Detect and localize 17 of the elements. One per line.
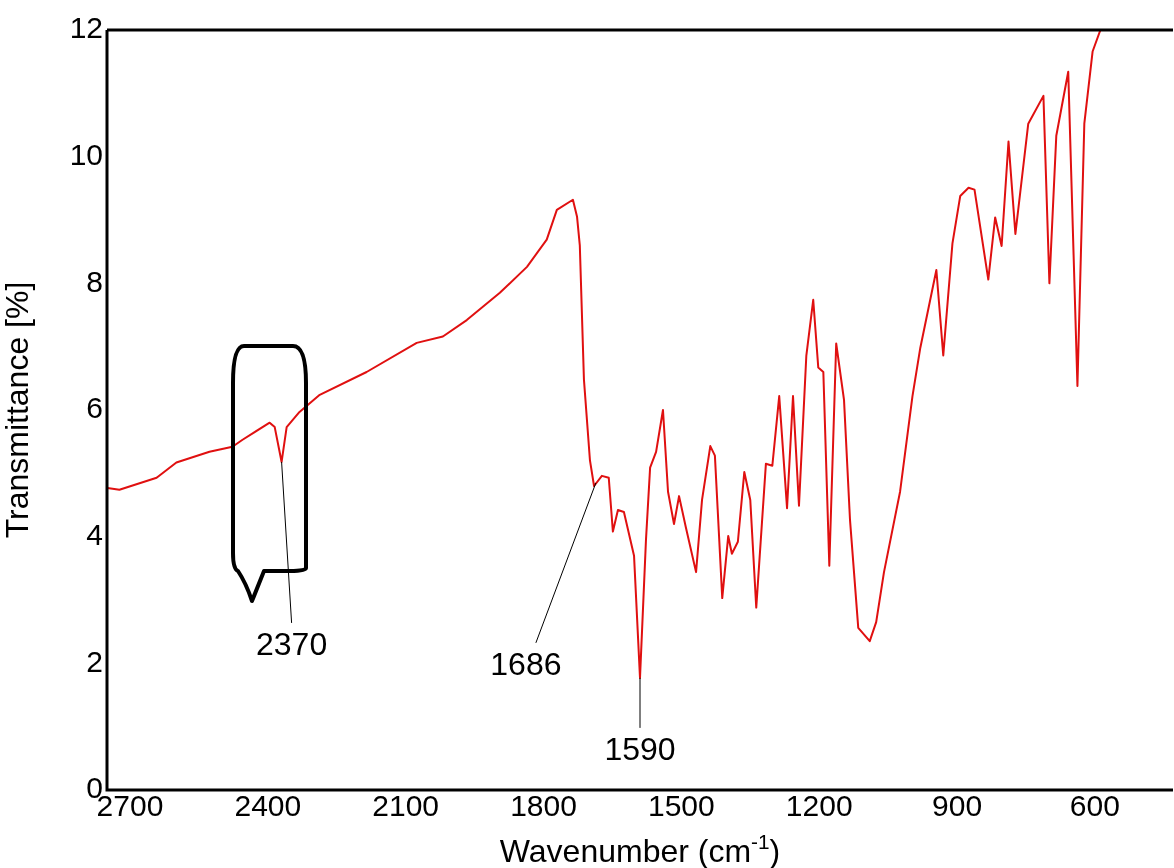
y-tick-label: 4 <box>86 517 103 551</box>
annotation: 1686 <box>490 645 562 682</box>
x-tick-label: 2100 <box>372 789 440 823</box>
y-tick-label: 6 <box>86 391 103 425</box>
x-tick-label: 1500 <box>647 789 715 823</box>
x-tick-label: 900 <box>932 789 983 823</box>
y-tick-label: 2 <box>86 644 103 678</box>
annotation: 1590 <box>604 730 676 767</box>
y-tick-label: 8 <box>86 264 103 298</box>
y-tick-label: 12 <box>69 11 103 45</box>
y-tick-label: 10 <box>69 137 103 171</box>
x-tick-label: 2400 <box>234 789 302 823</box>
annotation: 2370 <box>256 625 328 662</box>
x-tick-label: 1800 <box>510 789 577 823</box>
x-tick-label: 600 <box>1069 789 1120 823</box>
x-tick-label: 1200 <box>785 789 853 823</box>
y-axis-title: Transmittance [%] <box>0 281 36 539</box>
